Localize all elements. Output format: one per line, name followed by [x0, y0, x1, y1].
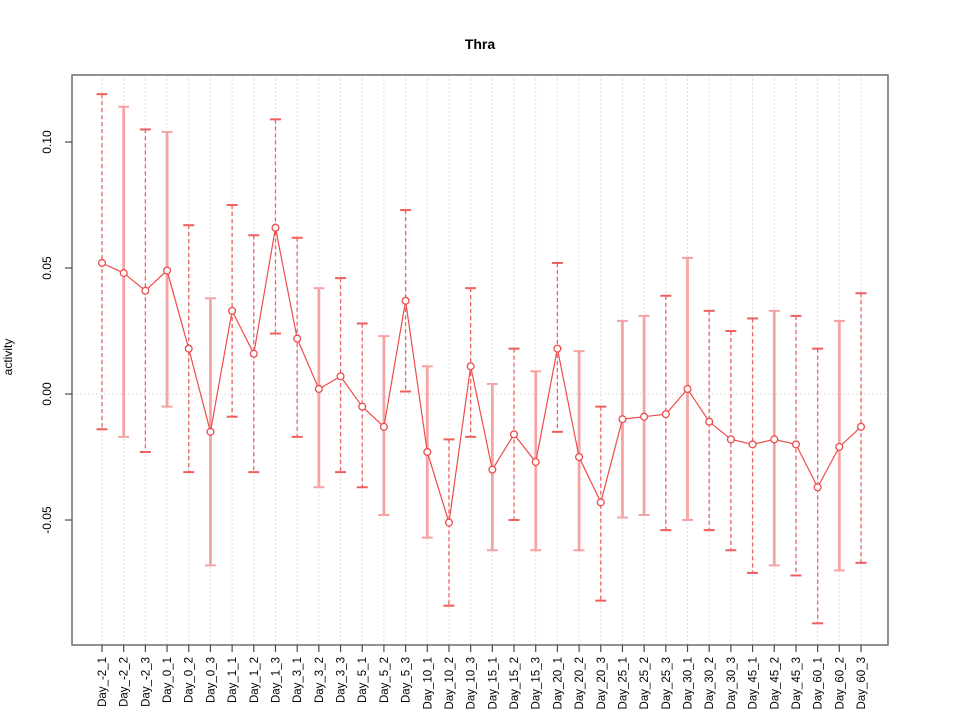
data-point-marker — [358, 402, 367, 411]
data-point-marker — [97, 258, 107, 268]
data-point-marker — [661, 410, 670, 419]
data-point-marker — [531, 458, 540, 467]
y-tick-label: 0.05 — [40, 256, 54, 280]
x-tick-label: Day_10_2 — [444, 657, 456, 709]
x-tick-label: Day_30_3 — [726, 657, 738, 709]
y-tick-label: 0.00 — [40, 382, 54, 406]
data-point-marker — [314, 384, 323, 394]
data-point-marker — [705, 417, 714, 426]
data-point-marker — [401, 296, 410, 305]
x-tick-label: Day_10_1 — [422, 657, 434, 709]
data-point-marker — [119, 269, 128, 278]
chart-title: Thra — [464, 36, 496, 52]
x-tick-label: Day_15_2 — [509, 657, 521, 709]
data-point-marker — [640, 412, 649, 421]
data-point-marker — [856, 422, 866, 431]
x-tick-label: Day_60_2 — [834, 657, 846, 709]
data-point-marker — [206, 427, 215, 436]
x-tick-label: Day_3_2 — [314, 657, 326, 703]
data-point-marker — [835, 442, 844, 451]
y-tick-label: -0.05 — [40, 506, 54, 534]
data-point-marker — [509, 430, 519, 439]
y-tick-label: 0.10 — [40, 130, 54, 154]
x-tick-label: Day_20_2 — [574, 657, 586, 709]
data-point-marker — [683, 384, 692, 394]
data-point-marker — [553, 344, 562, 353]
data-point-marker — [379, 422, 388, 431]
x-tick-label: Day_-2_3 — [140, 657, 152, 707]
x-tick-label: Day_0_3 — [205, 657, 217, 703]
data-point-marker — [336, 372, 345, 381]
data-point-marker — [596, 498, 605, 507]
data-point-marker — [184, 344, 193, 353]
data-point-marker — [813, 483, 822, 492]
x-tick-label: Day_15_3 — [531, 657, 543, 709]
data-point-marker — [488, 465, 497, 474]
data-point-marker — [770, 435, 779, 444]
x-tick-label: Day_25_3 — [661, 657, 673, 709]
data-point-marker — [141, 286, 150, 295]
x-tick-label: Day_0_2 — [184, 657, 196, 703]
data-point-marker — [293, 334, 302, 343]
data-point-marker — [748, 440, 757, 449]
data-point-marker — [249, 349, 258, 358]
data-point-marker — [423, 447, 432, 457]
x-tick-label: Day_45_1 — [748, 657, 760, 709]
x-tick-label: Day_25_2 — [639, 657, 651, 709]
x-tick-label: Day_45_3 — [791, 657, 803, 709]
x-tick-label: Day_5_3 — [401, 657, 413, 703]
x-tick-label: Day_-2_1 — [97, 657, 109, 707]
x-tick-label: Day_5_1 — [357, 657, 369, 703]
x-tick-label: Day_1_2 — [249, 657, 261, 703]
data-point-marker — [228, 306, 237, 315]
data-point-marker — [271, 223, 280, 232]
x-tick-label: Day_5_2 — [379, 657, 391, 703]
data-point-marker — [444, 518, 454, 527]
x-tick-label: Day_1_3 — [270, 657, 282, 703]
x-tick-label: Day_20_1 — [552, 657, 564, 709]
data-point-marker — [791, 440, 800, 449]
x-tick-label: Day_10_3 — [466, 657, 478, 709]
x-tick-label: Day_60_3 — [856, 657, 868, 709]
x-tick-label: Day_15_1 — [487, 657, 499, 709]
data-point-marker — [618, 415, 627, 424]
data-point-marker — [726, 435, 735, 444]
plot-border — [71, 74, 889, 646]
data-point-marker — [163, 266, 172, 275]
x-tick-label: Day_25_1 — [617, 657, 629, 709]
x-tick-label: Day_30_1 — [683, 657, 695, 709]
x-tick-label: Day_60_1 — [813, 657, 825, 709]
x-tick-label: Day_45_2 — [769, 657, 781, 709]
data-point-marker — [466, 362, 475, 371]
x-tick-label: Day_20_3 — [596, 657, 608, 709]
x-tick-label: Day_3_1 — [292, 657, 304, 703]
x-tick-label: Day_30_2 — [704, 657, 716, 709]
series-line — [101, 227, 862, 523]
x-tick-label: Day_0_1 — [162, 657, 174, 703]
x-tick-label: Day_3_3 — [336, 657, 348, 703]
x-tick-label: Day_-2_2 — [119, 657, 131, 707]
x-tick-label: Day_1_1 — [227, 657, 239, 703]
data-point-marker — [575, 452, 584, 462]
